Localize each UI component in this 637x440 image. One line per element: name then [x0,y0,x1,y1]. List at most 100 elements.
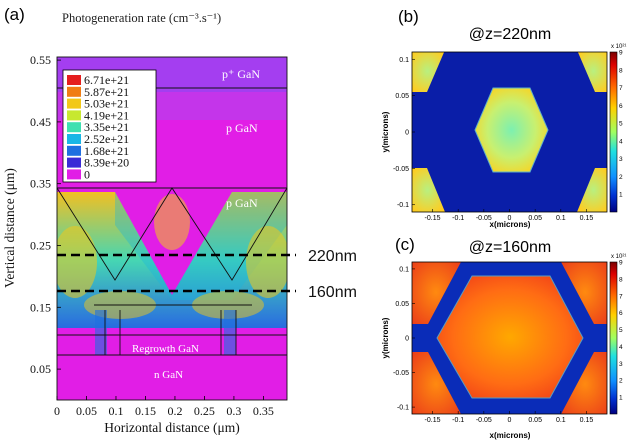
x-tick-label: -0.05 [476,215,492,222]
panel-c: (c) @z=160nm -0.15 -0.1 -0.05 0 0.05 0.1 0.150… [381,235,626,440]
corner-bottom-left [412,168,445,212]
legend-swatch [67,145,81,156]
y-tick-label: -0.05 [393,370,409,377]
layer-label: p⁺ GaN [222,67,260,81]
cut-label-220: 220nm [308,248,357,265]
x-axis-label-c: x(microns) [490,431,531,440]
y-tick-label: 0.05 [30,362,51,376]
x-tick-label: 0.15 [135,404,156,418]
corner-bottom-right [561,352,607,414]
x-tick-label: -0.1 [452,417,464,424]
panel-b-letter: (b) [398,7,419,26]
colorbar-tick-label: 8 [619,67,623,74]
colorbar-tick-label: 9 [619,260,623,267]
y-tick-label: 0.05 [395,93,409,100]
x-tick-label: -0.15 [425,417,441,424]
axes-a: 0 0.05 0.1 0.15 0.2 0.25 0.3 0.35 0.05 0.15 0.25 0.… [30,53,274,418]
panel-a-letter: (a) [4,5,25,24]
colorbar-tick-label: 4 [619,344,623,351]
corner-top-left [412,262,461,324]
x-tick-label: 0.1 [108,404,123,418]
colorbar-tick-label: 5 [619,121,623,128]
legend-swatch [67,169,81,180]
colorbar-b [609,51,618,213]
x-tick-label: 0.15 [580,215,594,222]
x-tick-label: 0.25 [194,404,215,418]
panel-c-title: @z=160nm [469,239,552,256]
x-tick-label: 0.05 [528,215,542,222]
x-tick-label: 0 [508,215,512,222]
colorbar-tick-label: 5 [619,327,623,334]
legend-label: 5.03e+21 [84,97,129,111]
y-tick-label: -0.1 [397,202,409,209]
y-tick-label: 0.15 [30,300,51,314]
x-tick-label: 0.2 [167,404,182,418]
cut-label-160: 160nm [308,284,357,301]
layer-label: Regrowth GaN [132,343,199,355]
cross-section-plot [57,57,287,400]
map-160 [412,262,607,414]
x-tick-label: 0.35 [253,404,274,418]
legend-label: 0 [84,167,90,181]
x-tick-label: 0 [508,417,512,424]
legend-a: 6.71e+215.87e+215.03e+214.19e+213.35e+21… [62,69,157,183]
corner-top-right [577,52,607,92]
legend-label: 1.68e+21 [84,144,129,158]
x-tick-label: -0.15 [425,215,441,222]
y-axis-label-c: y(microns) [381,317,390,358]
cut-lines: 220nm 160nm [57,248,357,301]
colorbar-b-label: x 10²¹ [611,44,626,50]
corner-bottom-right [577,168,607,212]
y-tick-label: -0.1 [397,405,409,412]
legend-swatch [67,98,81,109]
hexagon-center [436,275,584,399]
y-axis-label-a: Vertical distance (μm) [2,168,17,288]
colorbar-tick-label: 6 [619,103,623,110]
x-tick-label: 0.1 [556,417,566,424]
colorbar-tick-label: 3 [619,361,623,368]
x-tick-label: 0 [54,404,60,418]
layer-label: p GaN [226,121,258,135]
panel-a: (a) Photogeneration rate (cm⁻³.s⁻¹) [2,5,357,435]
colorbar-tick-label: 9 [619,50,623,57]
y-tick-label: 0.25 [30,238,51,252]
y-tick-label: 0.05 [395,301,409,308]
colorbar-tick-label: 4 [619,138,623,145]
y-tick-label: 0.55 [30,53,51,67]
legend-swatch [67,134,81,144]
x-tick-label: 0.05 [76,404,97,418]
legend-swatch [67,122,81,133]
layer-label: n GaN [154,369,183,381]
layer-labels: p⁺ GaN p GaN p GaN Regrowth GaN n GaN [132,67,260,381]
panel-b-title: @z=220nm [469,26,552,43]
x-tick-label: -0.05 [476,417,492,424]
legend-swatch [67,157,81,168]
corner-top-left [412,52,445,92]
colorbar-tick-label: 7 [619,85,623,92]
x-tick-label: 0.05 [528,417,542,424]
x-tick-label: 0.3 [226,404,241,418]
legend-swatch [67,110,81,121]
legend-label: 3.35e+21 [84,120,129,134]
y-tick-label: 0.1 [399,266,409,273]
legend-label: 2.52e+21 [84,132,129,146]
colorbar-tick-label: 2 [619,378,623,385]
colorbar-tick-label: 7 [619,293,623,300]
legend-label: 4.19e+21 [84,108,129,122]
colorbar-tick-label: 1 [619,395,623,402]
x-axis-label-b: x(microns) [490,220,531,229]
corner-bottom-left [412,352,461,414]
map-220 [412,52,607,212]
legend-label: 6.71e+21 [84,73,129,87]
legend-label: 5.87e+21 [84,85,129,99]
colorbar-tick-label: 8 [619,276,623,283]
colorbar-c-label: x 10²¹ [611,254,626,260]
x-axis-label-a: Horizontal distance (μm) [104,420,239,435]
y-axis-label-b: y(microns) [381,111,390,152]
x-tick-label: 0.15 [580,417,594,424]
y-tick-label: 0.45 [30,115,51,129]
y-tick-label: 0 [405,336,409,343]
panel-a-title: Photogeneration rate (cm⁻³.s⁻¹) [62,11,221,25]
y-tick-label: 0.1 [399,57,409,64]
